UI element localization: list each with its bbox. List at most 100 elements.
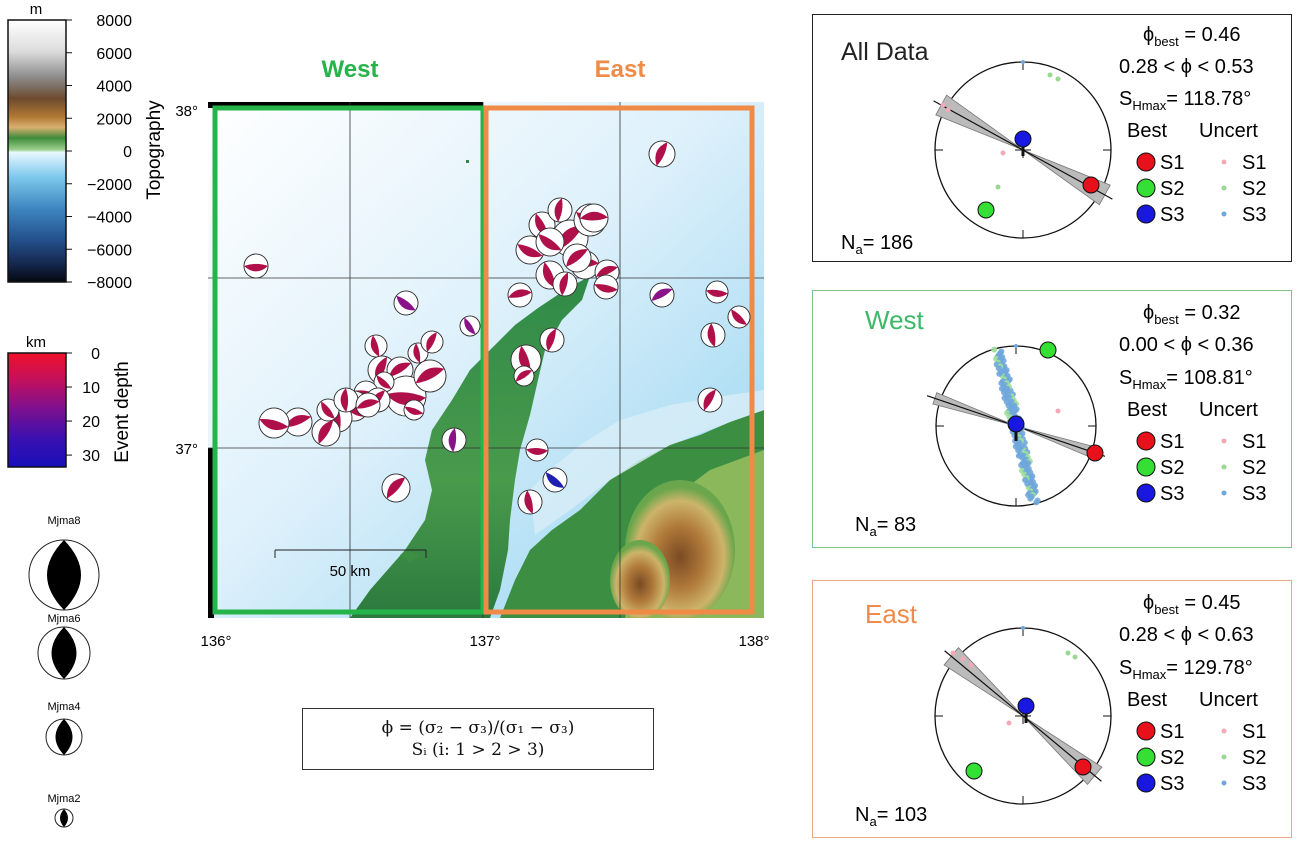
s1-uncert-legend-label: S1 [1242, 152, 1266, 174]
s2-legend-marker [1136, 178, 1156, 198]
legend-best-header: Best [1127, 689, 1167, 711]
focal-mechanism [441, 427, 467, 453]
depth-unit: km [26, 334, 46, 351]
focal-mechanism [539, 327, 565, 353]
s1-best-point [1082, 176, 1100, 194]
mag-label-6: Mjma6 [47, 613, 80, 625]
focal-mechanisms [243, 140, 751, 515]
topography-tick-label: 6000 [96, 46, 132, 63]
s3-best-point [1017, 697, 1035, 715]
s2-uncert-legend-label: S2 [1242, 457, 1266, 479]
focal-mechanism [459, 315, 481, 337]
stereonet [933, 60, 1113, 239]
focal-mechanism [525, 438, 549, 462]
magnitude-legend: Mjma8 Mjma6 Mjma4 Mjma2 [28, 515, 100, 828]
panel-title: West [865, 305, 925, 335]
focal-mechanism [311, 417, 341, 447]
panel-east: East ϕbest = 0.45 0.28 < ϕ < 0.63 SHmax= 12… [812, 580, 1292, 838]
topography-tick-label: −2000 [87, 177, 132, 194]
focal-mechanism [403, 399, 425, 421]
phi-best: ϕbest = 0.46 [1143, 24, 1241, 49]
scale-bar-label: 50 km [330, 563, 371, 580]
east-label: East [595, 56, 646, 83]
shmax-line [944, 650, 1102, 782]
focal-mechanism [420, 330, 444, 354]
legend-uncert-header: Uncert [1199, 399, 1258, 421]
s1-legend-marker [1136, 152, 1156, 172]
mag-label-8: Mjma8 [47, 515, 80, 527]
shmax-value: SHmax= 108.81° [1119, 367, 1253, 392]
focal-mechanism [579, 203, 609, 233]
phi-best: ϕbest = 0.32 [1143, 302, 1241, 327]
focal-mechanism [700, 322, 726, 348]
lat-label-37: 37° [175, 441, 198, 458]
lat-label-38: 38° [175, 103, 198, 120]
focal-mechanism [355, 392, 381, 418]
focal-mechanism [333, 387, 359, 413]
s1-legend-marker [1136, 721, 1156, 741]
mag-label-4: Mjma4 [47, 701, 80, 713]
focal-mechanism [393, 290, 419, 316]
stereonet [926, 341, 1106, 507]
formula-phi: ϕ = (σ₂ − σ₃)/(σ₁ − σ₃) [381, 718, 575, 738]
s3-legend-marker [1136, 773, 1156, 793]
mag-beachball-2 [54, 808, 74, 828]
topography-tick-label: −8000 [87, 275, 132, 292]
s3-uncert-legend-label: S3 [1242, 204, 1266, 226]
focal-mechanism [513, 365, 535, 387]
s1-legend-label: S1 [1160, 431, 1184, 453]
topography-tick-label: 0 [123, 144, 132, 161]
s3-uncert-legend-label: S3 [1242, 773, 1266, 795]
s1-best-point [1074, 758, 1092, 776]
s2-uncert-legend-label: S2 [1242, 747, 1266, 769]
east-region-box [483, 105, 755, 615]
s3-legend-label: S3 [1160, 773, 1184, 795]
focal-mechanism [542, 467, 568, 493]
focal-mechanism [727, 305, 751, 329]
legend-uncert-header: Uncert [1199, 120, 1258, 142]
na-count: Na= 186 [841, 232, 913, 257]
s2-legend-label: S2 [1160, 178, 1184, 200]
focal-mechanism [649, 282, 675, 308]
panel-title: East [865, 599, 918, 629]
s2-legend-marker [1136, 747, 1156, 767]
na-count: Na= 103 [855, 804, 927, 829]
legend-uncert-header: Uncert [1199, 689, 1258, 711]
s3-uncert-legend-label: S3 [1242, 483, 1266, 505]
topography-tick-label: −4000 [87, 210, 132, 227]
mag-label-2: Mjma2 [47, 793, 80, 805]
focal-mechanism [364, 334, 388, 358]
topography-tick-label: −6000 [87, 242, 132, 259]
s3-best-point [1014, 130, 1032, 148]
topography-tick-label: 2000 [96, 111, 132, 128]
phi-range: 0.00 < ϕ < 0.36 [1119, 334, 1254, 356]
focal-mechanism [413, 359, 447, 393]
s2-legend-marker [1136, 457, 1156, 477]
lon-label-136: 136° [200, 633, 231, 650]
panel-title: All Data [841, 38, 929, 66]
topography-ticks: 8000 6000 4000 2000 0 −2000 −4000 −6000 −8000 [66, 13, 132, 292]
s1-uncert-legend-label: S1 [1242, 431, 1266, 453]
focal-mechanism [705, 280, 729, 304]
s3-legend-label: S3 [1160, 483, 1184, 505]
phi-best: ϕbest = 0.45 [1143, 592, 1241, 617]
depth-tick-label: 30 [82, 448, 100, 465]
focal-mechanism [243, 253, 269, 279]
lon-label-137: 137° [469, 633, 500, 650]
west-label: West [322, 56, 379, 83]
s1-legend-marker [1136, 431, 1156, 451]
topography-title: Topography [144, 100, 165, 200]
legend-best-header: Best [1127, 120, 1167, 142]
s3-legend-marker [1136, 483, 1156, 503]
s3-best-point [1007, 415, 1025, 433]
s1-legend-label: S1 [1160, 721, 1184, 743]
s2-legend-label: S2 [1160, 457, 1184, 479]
topography-tick-label: 8000 [96, 13, 132, 30]
depth-tick-label: 0 [91, 346, 100, 363]
focal-mechanism [535, 227, 565, 257]
topography-colorbar: m 80006000400020000−2000−4000−6000−8000 … [7, 1, 165, 292]
s2-best-point [965, 762, 983, 780]
focal-mechanism [593, 274, 619, 300]
panel-all-data: All Data ϕbest = 0.46 0.28 < ϕ < 0.53 SHmax… [812, 14, 1292, 262]
